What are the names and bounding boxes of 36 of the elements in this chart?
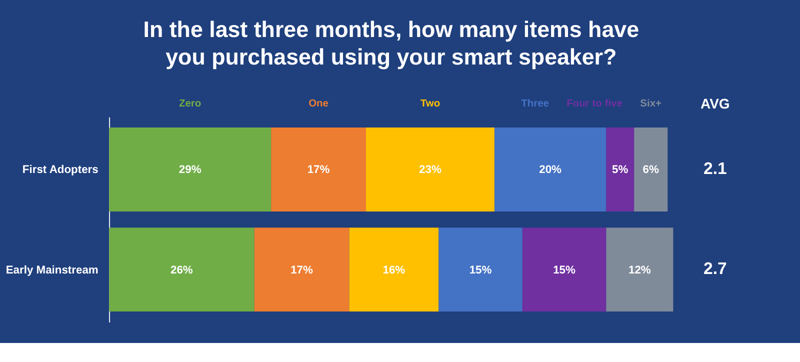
y-tick-label: First Adopters bbox=[22, 164, 98, 176]
data-label: 6% bbox=[642, 164, 659, 176]
bar bbox=[606, 228, 674, 312]
series-label: One bbox=[308, 98, 329, 110]
data-label: 15% bbox=[469, 264, 492, 276]
text: AVG bbox=[700, 96, 730, 112]
bar bbox=[109, 228, 254, 312]
series-label: Three bbox=[521, 98, 550, 110]
bar bbox=[522, 228, 606, 312]
data-label: 20% bbox=[539, 164, 562, 176]
y-tick-label: Early Mainstream bbox=[6, 264, 98, 276]
text: 2.1 bbox=[703, 159, 727, 178]
bar bbox=[606, 128, 634, 212]
text: 2.7 bbox=[703, 259, 727, 278]
data-label: 16% bbox=[382, 264, 406, 276]
data-label: 17% bbox=[307, 164, 330, 176]
series-label: Four to five bbox=[566, 98, 623, 110]
bar bbox=[494, 128, 606, 212]
data-label: 15% bbox=[553, 264, 576, 276]
data-label: 12% bbox=[628, 264, 651, 276]
bar bbox=[366, 128, 494, 212]
bar bbox=[254, 228, 350, 312]
data-label: 26% bbox=[170, 264, 193, 276]
data-label: 5% bbox=[612, 164, 628, 176]
data-label: 29% bbox=[178, 164, 202, 176]
series-label: Zero bbox=[178, 98, 202, 110]
bar bbox=[438, 228, 522, 312]
series-label: Two bbox=[420, 98, 440, 110]
bar bbox=[109, 128, 272, 212]
data-label: 17% bbox=[290, 264, 314, 276]
bar bbox=[349, 228, 439, 312]
data-label: 23% bbox=[419, 164, 442, 176]
bar bbox=[634, 128, 668, 212]
bar bbox=[271, 128, 366, 212]
series-label: Six+ bbox=[640, 98, 662, 110]
chart-title: In the last three months, how many items have you purchased using your smart speaker? bbox=[143, 16, 640, 70]
